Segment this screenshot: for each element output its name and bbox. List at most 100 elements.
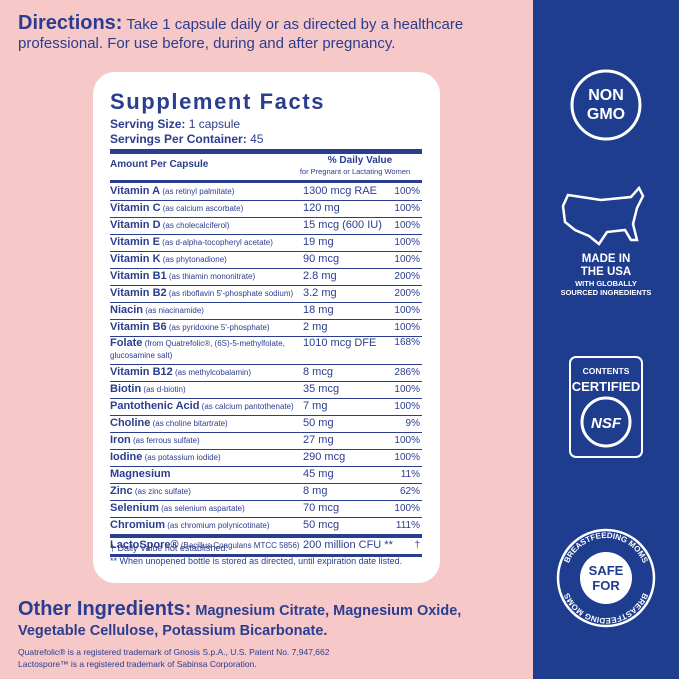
nutrient-source: (as thiamin mononitrate) <box>168 272 256 281</box>
badge-ring <box>556 528 656 628</box>
nutrient-dv: 100% <box>394 503 420 514</box>
nutrient-name: Magnesium <box>110 468 171 480</box>
facts-row: Pantothenic Acid (as calcium pantothenat… <box>110 399 422 416</box>
nutrient-amount: 200 million CFU ** <box>303 539 393 551</box>
facts-row: Niacin (as niacinamide) 18 mg 100% <box>110 303 422 320</box>
nutrient-dv: 111% <box>395 520 420 531</box>
serving-size-value: 1 capsule <box>188 117 241 131</box>
nutrient-name: Vitamin E <box>110 236 160 248</box>
facts-row: Iron (as ferrous sulfate) 27 mg 100% <box>110 433 422 450</box>
nutrient-source: (as phytonadione) <box>162 255 227 264</box>
nutrient-dv: 200% <box>394 271 420 282</box>
nutrient-name: Vitamin D <box>110 219 161 231</box>
nutrient-name: Niacin <box>110 304 144 316</box>
nutrient-dv: 100% <box>394 220 420 231</box>
nutrient-name: Vitamin A <box>110 185 161 197</box>
directions-text: Take 1 capsule daily or as directed by a… <box>18 16 464 52</box>
other-ingredients-label: Other Ingredients: <box>18 598 192 620</box>
nutrient-dv: 11% <box>400 469 420 480</box>
nutrient-dv: 100% <box>394 186 420 197</box>
nsf-frame <box>569 356 643 458</box>
facts-title: Supplement Facts <box>110 89 326 114</box>
facts-row: Vitamin B2 (as riboflavin 5'-phosphate s… <box>110 286 422 303</box>
other-ingredients-text: Magnesium Citrate, Magnesium Oxide, Vege… <box>18 603 462 639</box>
amount-header: Amount Per Capsule <box>110 159 209 170</box>
badge-text: SAFE <box>589 563 624 578</box>
nutrient-amount: 290 mcg <box>303 451 346 463</box>
nutrient-dv: 62% <box>399 486 420 497</box>
nutrient-amount: 15 mcg (600 IU) <box>303 219 382 231</box>
footnote: † Daily Value not established. <box>110 543 228 553</box>
facts-row: Iodine (as potassium iodide) 290 mcg 100% <box>110 450 422 467</box>
nutrient-source: (as selenium aspartate) <box>161 504 245 513</box>
badge-text: THE USA <box>581 266 631 278</box>
nutrient-name: Iodine <box>110 451 143 463</box>
nsf-ring <box>580 396 632 448</box>
servings: Servings Per Container: 45 <box>110 132 263 146</box>
nutrient-source: (Bacillus Coagulans MTCC 5856) <box>180 541 300 550</box>
nutrient-name: Iron <box>110 434 131 446</box>
nutrient-amount: 3.2 mg <box>303 287 337 299</box>
badge-text: SOURCED INGREDIENTS <box>561 288 652 297</box>
nutrient-dv: 9% <box>405 418 420 429</box>
nutrient-source: (as calcium pantothenate) <box>201 402 294 411</box>
nutrient-name: Biotin <box>110 383 142 395</box>
nutrient-amount: 50 mg <box>303 417 334 429</box>
nutrient-name: Vitamin B12 <box>110 366 173 378</box>
nutrient-source: (from Quatrefolic®, (6S)-5-methylfolate,… <box>110 339 285 360</box>
footnote: ** When unopened bottle is stored as dir… <box>110 556 403 566</box>
servings-value: 45 <box>250 132 264 146</box>
nutrient-dv: 168% <box>394 337 420 348</box>
facts-row: Folate (from Quatrefolic®, (6S)-5-methyl… <box>110 337 422 365</box>
trademark: Quatrefolic® is a registered trademark o… <box>18 647 330 657</box>
facts-row: Zinc (as zinc sulfate) 8 mg 62% <box>110 484 422 501</box>
facts-row: Choline (as choline bitartrate) 50 mg 9% <box>110 416 422 433</box>
nutrient-source: (as calcium ascorbate) <box>162 204 244 213</box>
badge-text: WITH GLOBALLY <box>575 279 637 288</box>
nutrient-dv: 100% <box>394 203 420 214</box>
facts-row: Chromium (as chromium polynicotinate) 50 … <box>110 518 422 535</box>
nutrient-source: (as niacinamide) <box>145 306 204 315</box>
nutrient-dv: 100% <box>394 305 420 316</box>
facts-row: Selenium (as selenium aspartate) 70 mcg 10… <box>110 501 422 518</box>
nutrient-source: (as methylcobalamin) <box>175 368 252 377</box>
nutrient-amount: 45 mg <box>303 468 334 480</box>
badge-text: CERTIFIED <box>572 379 641 394</box>
facts-row: Vitamin K (as phytonadione) 90 mcg 100% <box>110 252 422 269</box>
nutrient-dv: 100% <box>394 254 420 265</box>
nutrient-amount: 8 mg <box>303 485 328 497</box>
nutrient-amount: 8 mcg <box>303 366 333 378</box>
nutrient-name: Choline <box>110 417 151 429</box>
nutrient-dv: 100% <box>394 452 420 463</box>
nutrient-amount: 7 mg <box>303 400 328 412</box>
nutrient-amount: 50 mcg <box>303 519 340 531</box>
facts-row: Biotin (as d-biotin) 35 mcg 100% <box>110 382 422 399</box>
nutrient-name: Vitamin B2 <box>110 287 167 299</box>
facts-row: Vitamin A (as retinyl palmitate) 1300 mcg… <box>110 184 422 201</box>
servings-label: Servings Per Container: <box>110 132 247 146</box>
other-ingredients: Other Ingredients: Magnesium Citrate, Ma… <box>18 599 523 641</box>
badge-text: CONTENTS <box>583 366 630 376</box>
nutrient-source: (as choline bitartrate) <box>152 419 228 428</box>
facts-row: Magnesium 45 mg 11% <box>110 467 422 484</box>
nutrient-amount: 70 mcg <box>303 502 340 514</box>
facts-row: Vitamin B6 (as pyridoxine 5'-phosphate) 2… <box>110 320 422 337</box>
nutrient-amount: 18 mg <box>303 304 334 316</box>
rule <box>110 149 422 154</box>
nutrient-source: (as ferrous sulfate) <box>133 436 200 445</box>
nutrient-name: Vitamin B6 <box>110 321 167 333</box>
badge-text: NSF <box>591 415 622 432</box>
nutrient-amount: 35 mcg <box>303 383 340 395</box>
nutrient-amount: 2.8 mg <box>303 270 337 282</box>
nutrient-amount: 2 mg <box>303 321 328 333</box>
nutrient-source: (as cholecalciferol) <box>162 221 230 230</box>
badge-text: FOR <box>592 578 620 593</box>
nutrient-name: Folate <box>110 337 143 349</box>
badges: NON GMO MADE IN THE USA WITH GLOBALLY SO… <box>556 69 656 628</box>
nutrient-dv: 100% <box>394 237 420 248</box>
facts-panel <box>93 72 440 583</box>
nutrient-amount: 90 mcg <box>303 253 340 265</box>
nutrient-source: (as pyridoxine 5'-phosphate) <box>168 323 270 332</box>
nutrient-name: Zinc <box>110 485 133 497</box>
